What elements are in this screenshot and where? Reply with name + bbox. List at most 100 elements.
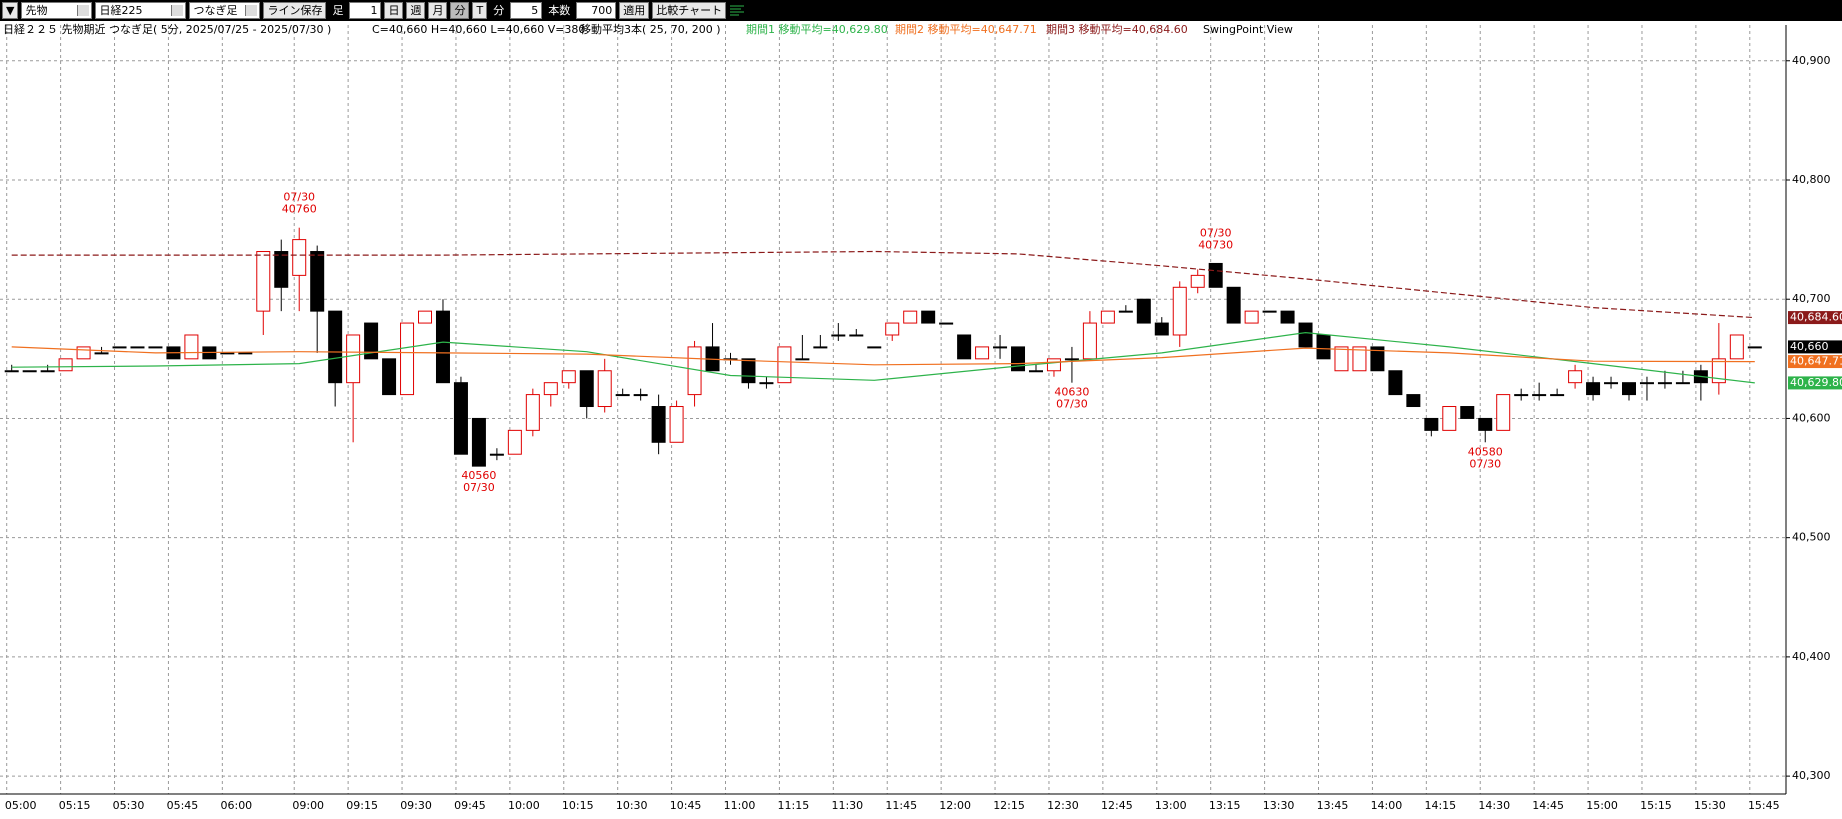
x-tick-label: 05:30 xyxy=(113,799,145,812)
x-tick-label: 05:15 xyxy=(59,799,91,812)
chart-title: 日経２２５ 先物期近 つなぎ足( 5分, 2025/07/25 - 2025/0… xyxy=(3,22,331,36)
candle-body xyxy=(364,322,379,360)
candle-body xyxy=(130,346,145,349)
save-line-button[interactable]: ライン保存 xyxy=(263,2,327,19)
interval-input[interactable]: 5 xyxy=(510,2,543,19)
swing-label: 40730 xyxy=(1198,238,1233,251)
market-select[interactable]: 先物 xyxy=(21,2,93,19)
candle-body xyxy=(1657,382,1672,385)
period-button[interactable]: 日 xyxy=(384,2,404,19)
price-tag-label: 40,629.80 xyxy=(1790,376,1842,389)
price-tag xyxy=(1788,340,1842,354)
candle-body xyxy=(1639,382,1654,385)
candle-body xyxy=(1406,394,1421,408)
candle-body xyxy=(831,334,846,337)
candle-body xyxy=(1280,310,1295,324)
candle-body xyxy=(525,394,540,431)
candle-body xyxy=(1442,406,1457,431)
x-tick-label: 12:15 xyxy=(993,799,1025,812)
legend-entry: 期間3 移動平均=40,684.60 xyxy=(1046,22,1188,36)
candle-body xyxy=(1460,406,1475,419)
foot-input[interactable]: 1 xyxy=(349,2,382,19)
x-tick-label: 05:45 xyxy=(167,799,199,812)
candle-body xyxy=(1011,346,1026,372)
x-tick-label: 12:45 xyxy=(1101,799,1133,812)
candle-body xyxy=(1226,286,1241,324)
x-tick-label: 06:00 xyxy=(220,799,252,812)
candle-body xyxy=(561,370,576,384)
candle-body xyxy=(1711,358,1726,384)
candle-body xyxy=(400,322,415,396)
price-tag-label: 40,684.60 xyxy=(1790,311,1842,324)
candle-body xyxy=(435,310,450,384)
y-tick-label: 40,900 xyxy=(1792,54,1831,67)
candle-body xyxy=(1388,370,1403,396)
candle-body xyxy=(1424,417,1439,431)
x-tick-label: 13:45 xyxy=(1317,799,1349,812)
x-tick-label: 15:15 xyxy=(1640,799,1672,812)
grid xyxy=(0,25,1786,794)
swing-label: 40580 xyxy=(1468,445,1503,458)
y-tick-label: 40,300 xyxy=(1792,769,1831,782)
candle-body xyxy=(885,322,900,336)
candle-body xyxy=(76,346,91,360)
x-tick-label: 14:30 xyxy=(1478,799,1510,812)
candle-body xyxy=(1478,417,1493,431)
candle-body xyxy=(1100,310,1115,324)
candle-body xyxy=(238,352,253,355)
x-tick-label: 15:00 xyxy=(1586,799,1618,812)
candle-body xyxy=(903,310,918,324)
candle-body xyxy=(759,382,774,385)
candle-body xyxy=(310,251,325,312)
candle-body xyxy=(543,382,558,396)
candle-body xyxy=(1028,370,1043,373)
swing-label: 07/30 xyxy=(463,481,495,494)
chart-kind-select[interactable]: つなぎ足 xyxy=(189,2,261,19)
swing-label: 07/30 xyxy=(1056,398,1088,411)
candle-body xyxy=(1370,346,1385,372)
price-tag xyxy=(1788,311,1842,325)
candle-body xyxy=(274,251,289,288)
legend-entry: 期間1 移動平均=40,629.80 xyxy=(746,22,888,36)
candle-body xyxy=(453,382,468,455)
x-tick-label: 15:45 xyxy=(1748,799,1780,812)
menu-icon[interactable] xyxy=(729,4,745,18)
candle-body xyxy=(22,370,37,373)
y-tick-label: 40,400 xyxy=(1792,650,1831,663)
swing-label: 40760 xyxy=(282,203,317,216)
count-label: 本数 xyxy=(548,4,571,17)
moving-average-line xyxy=(11,331,1755,384)
apply-button[interactable]: 適用 xyxy=(619,2,650,19)
x-tick-label: 15:30 xyxy=(1694,799,1726,812)
period-button[interactable]: 週 xyxy=(406,2,426,19)
candle-body xyxy=(867,346,882,349)
swing-label: 07/30 xyxy=(283,191,315,204)
x-tick-label: 09:45 xyxy=(454,799,486,812)
candle-body xyxy=(1046,358,1061,372)
price-tag-label: 40,647.71 xyxy=(1790,355,1842,368)
x-tick-label: 10:30 xyxy=(616,799,648,812)
period-button[interactable]: 月 xyxy=(428,2,448,19)
arrow-button[interactable]: ▼ xyxy=(2,2,19,19)
unit-label: 分 xyxy=(493,4,505,17)
compare-button[interactable]: 比較チャート xyxy=(652,2,727,19)
candle-body xyxy=(1514,394,1529,397)
moving-average-line xyxy=(11,346,1755,366)
x-tick-label: 10:00 xyxy=(508,799,540,812)
candle-body xyxy=(579,370,594,408)
x-tick-label: 12:00 xyxy=(939,799,971,812)
candle-body xyxy=(795,358,810,361)
x-tick-label: 09:15 xyxy=(346,799,378,812)
candle-body xyxy=(777,346,792,384)
candle-body xyxy=(651,406,666,443)
ohlc-info: C=40,660 H=40,660 L=40,660 V=380 xyxy=(372,23,585,36)
candle-body xyxy=(669,406,684,443)
candle-body xyxy=(1550,394,1565,397)
count-input[interactable]: 700 xyxy=(576,2,617,19)
y-tick-label: 40,700 xyxy=(1792,292,1831,305)
candle-body xyxy=(1136,298,1151,324)
foot-label: 足 xyxy=(332,4,344,17)
period-button[interactable]: T xyxy=(472,2,488,19)
index-select[interactable]: 日経225 xyxy=(95,2,187,19)
period-button[interactable]: 分 xyxy=(450,2,470,19)
